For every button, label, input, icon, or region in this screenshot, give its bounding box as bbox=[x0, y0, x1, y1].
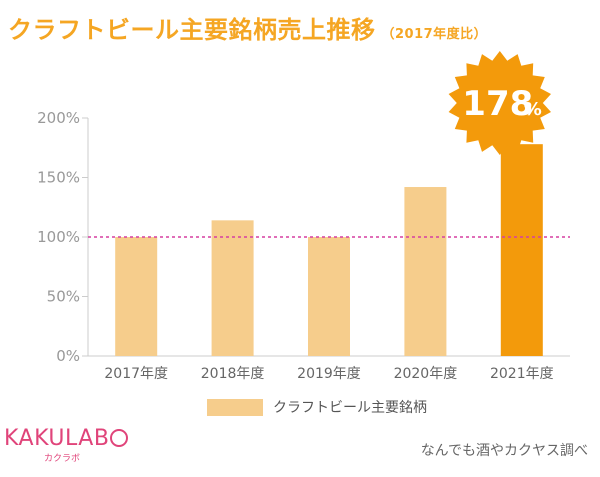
y-tick-label: 100% bbox=[37, 228, 80, 246]
bar bbox=[404, 187, 447, 356]
source-credit: なんでも酒やカクヤス調べ bbox=[420, 443, 588, 459]
legend-swatch bbox=[207, 398, 263, 416]
chart-title-sub: （2017年度比） bbox=[381, 27, 488, 42]
kakulabo-logo: KAKULAB カクラボ bbox=[4, 427, 129, 464]
x-tick-label: 2018年度 bbox=[201, 366, 265, 382]
x-tick-label: 2020年度 bbox=[394, 366, 458, 382]
y-tick-label: 50% bbox=[47, 288, 80, 306]
x-tick-label: 2017年度 bbox=[104, 366, 168, 382]
logo-kana: カクラボ bbox=[44, 454, 81, 464]
chart-title-main: クラフトビール主要銘柄売上推移 bbox=[8, 16, 376, 44]
legend: クラフトビール主要銘柄 bbox=[207, 397, 427, 417]
bar bbox=[500, 144, 543, 356]
legend-label: クラフトビール主要銘柄 bbox=[273, 400, 427, 416]
y-tick-label: 200% bbox=[37, 109, 80, 127]
x-tick-label: 2019年度 bbox=[297, 366, 361, 382]
logo-text: KAKULAB bbox=[4, 427, 129, 451]
badge-unit: % bbox=[524, 99, 542, 120]
bar bbox=[308, 237, 350, 356]
bar bbox=[211, 220, 254, 356]
x-tick-label: 2021年度 bbox=[490, 366, 554, 382]
starburst-badge bbox=[448, 51, 551, 155]
beer-glass-icon bbox=[110, 429, 129, 447]
y-tick-label: 150% bbox=[37, 169, 80, 187]
y-tick-label: 0% bbox=[56, 347, 80, 365]
chart-title: クラフトビール主要銘柄売上推移 （2017年度比） bbox=[8, 10, 487, 45]
badge-value: 178 bbox=[462, 84, 533, 124]
bar bbox=[115, 237, 158, 356]
